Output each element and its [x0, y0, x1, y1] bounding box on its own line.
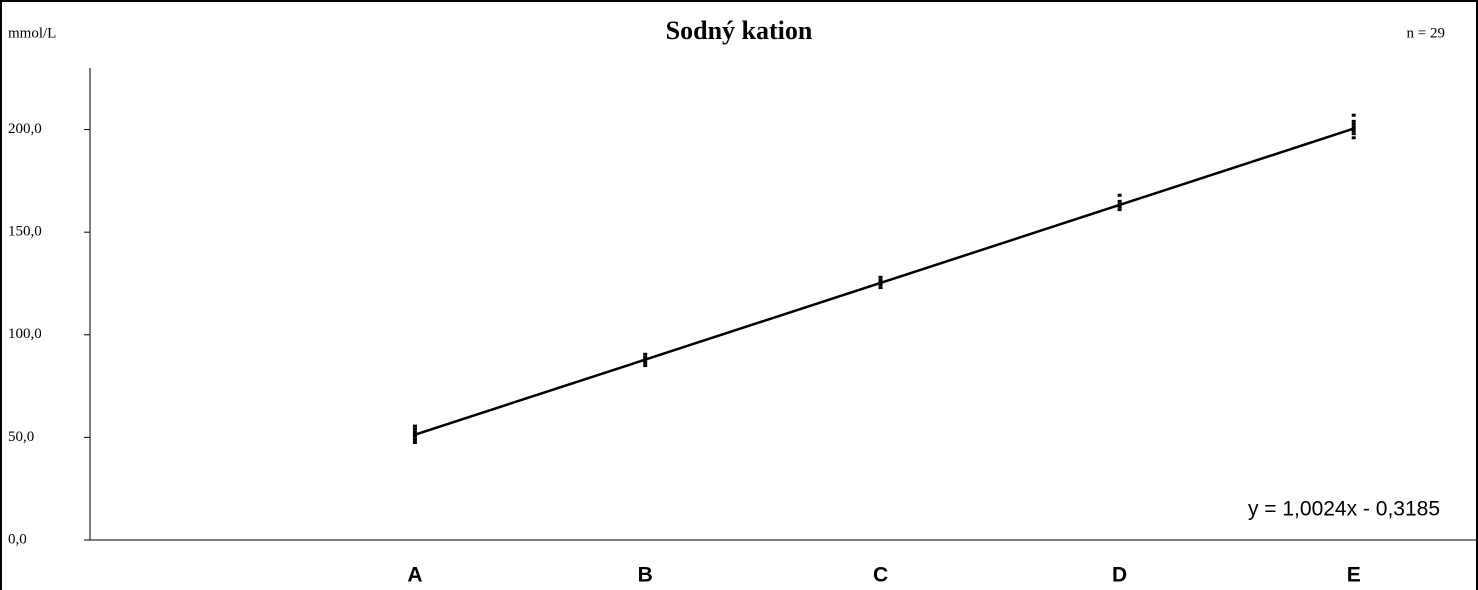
- data-point: [1351, 132, 1356, 136]
- data-point: [1351, 122, 1356, 126]
- data-point: [412, 430, 417, 434]
- y-tick-label: 100,0: [8, 326, 42, 342]
- data-point: [643, 357, 648, 361]
- data-point: [878, 278, 883, 282]
- y-tick-label: 150,0: [8, 224, 42, 240]
- y-tick-label: 50,0: [8, 429, 34, 445]
- unit-label: mmol/L: [8, 25, 56, 41]
- data-point: [1117, 205, 1122, 209]
- n-label: n = 29: [1407, 25, 1445, 41]
- x-tick-label: C: [873, 564, 888, 587]
- data-point: [412, 437, 417, 441]
- data-point: [1351, 119, 1356, 123]
- x-tick-label: D: [1112, 564, 1127, 587]
- data-point: [1351, 126, 1356, 130]
- data-point: [878, 275, 883, 279]
- data-point: [1117, 202, 1122, 206]
- data-point: [1351, 129, 1356, 133]
- data-point: [1351, 136, 1356, 140]
- chart-title: Sodný kation: [666, 16, 813, 45]
- data-point: [1117, 199, 1122, 203]
- data-point: [1117, 193, 1122, 197]
- data-point: [643, 360, 648, 364]
- x-tick-label: B: [638, 564, 653, 587]
- data-point: [1351, 113, 1356, 117]
- data-point: [412, 424, 417, 428]
- data-point: [412, 441, 417, 445]
- data-point: [643, 355, 648, 359]
- trendline-equation: y = 1,0024x - 0,3185: [1248, 498, 1440, 521]
- data-point: [643, 364, 648, 368]
- trendline: [414, 127, 1355, 436]
- x-tick-label: A: [407, 564, 422, 587]
- y-tick-label: 0,0: [8, 531, 27, 547]
- data-point: [643, 352, 648, 356]
- x-tick-label: E: [1347, 564, 1361, 587]
- data-point: [412, 432, 417, 436]
- data-point: [412, 434, 417, 438]
- data-point: [1117, 208, 1122, 212]
- data-point: [878, 286, 883, 290]
- data-point: [412, 427, 417, 431]
- data-point: [878, 280, 883, 284]
- data-point: [878, 283, 883, 287]
- y-tick-label: 200,0: [8, 121, 42, 137]
